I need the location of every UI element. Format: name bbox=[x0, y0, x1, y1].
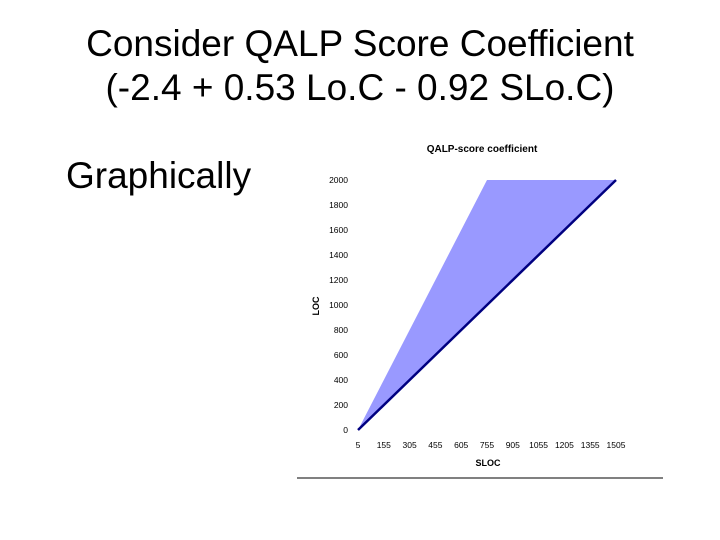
chart-title: QALP-score coefficient bbox=[427, 144, 538, 155]
slide-title-line-1: Consider QALP Score Coefficient bbox=[86, 23, 634, 64]
y-tick-label: 800 bbox=[334, 325, 348, 335]
x-tick-label: 1055 bbox=[529, 440, 548, 450]
y-axis-label: LOC bbox=[311, 296, 321, 315]
y-tick-label: 400 bbox=[334, 375, 348, 385]
x-tick-label: 905 bbox=[506, 440, 520, 450]
slide-title: Consider QALP Score Coefficient (-2.4 + … bbox=[0, 22, 720, 110]
x-tick-label: 755 bbox=[480, 440, 494, 450]
y-tick-label: 1000 bbox=[329, 300, 348, 310]
x-tick-label: 605 bbox=[454, 440, 468, 450]
x-tick-label: 455 bbox=[428, 440, 442, 450]
x-tick-label: 305 bbox=[403, 440, 417, 450]
x-tick-label: 155 bbox=[377, 440, 391, 450]
y-tick-label: 200 bbox=[334, 400, 348, 410]
x-axis-label: SLOC bbox=[475, 458, 501, 468]
lower-boundary-line-0 bbox=[357, 179, 617, 431]
y-tick-label: 1400 bbox=[329, 250, 348, 260]
y-tick-label: 1800 bbox=[329, 200, 348, 210]
x-tick-label: 1205 bbox=[555, 440, 574, 450]
y-tick-label: 1600 bbox=[329, 225, 348, 235]
y-tick-label: 0 bbox=[343, 425, 348, 435]
x-tick-label: 1505 bbox=[607, 440, 626, 450]
y-tick-label: 600 bbox=[334, 350, 348, 360]
y-tick-label: 2000 bbox=[329, 175, 348, 185]
plot-area: 0 200 400 600 800 1000 1200 1400 1600 1800 2000 5 15… bbox=[329, 175, 626, 450]
x-tick-label: 1355 bbox=[581, 440, 600, 450]
slide-title-line-2: (-2.4 + 0.53 Lo.C - 0.92 SLo.C) bbox=[105, 67, 615, 108]
x-tick-label: 5 bbox=[356, 440, 361, 450]
y-tick-label: 1200 bbox=[329, 275, 348, 285]
slide-subheading: Graphically bbox=[66, 155, 252, 196]
